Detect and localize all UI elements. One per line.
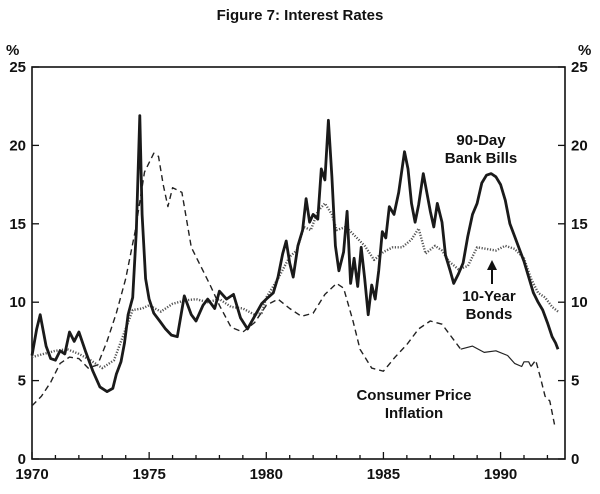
series-line-0 [30, 114, 560, 393]
axis-ticks: 0 0 5 5 10 10 15 15 20 20 25 25 1970 1975 1980 1985 1990 [9, 59, 587, 483]
series-line-3 [460, 345, 532, 368]
bonds-arrow [487, 260, 497, 284]
y-tick-label-left-5: 5 [18, 373, 26, 390]
bonds-label-line-1: 10-Year [462, 288, 516, 305]
x-tick-label-1975: 1975 [132, 466, 165, 483]
bank-bills-label-line-1: 90-Day [456, 132, 506, 149]
y-tick-label-right-0: 0 [571, 451, 579, 468]
series-line-1 [31, 202, 559, 370]
bonds-arrow-head [487, 260, 497, 270]
y-tick-label-right-5: 5 [571, 373, 579, 390]
cpi-label: Consumer Price Inflation [356, 387, 471, 422]
y-tick-label-left-0: 0 [18, 451, 26, 468]
series-line-2 [31, 152, 462, 407]
y-axis-unit-right: % [578, 42, 591, 59]
y-tick-label-right-15: 15 [571, 216, 588, 233]
y-tick-label-right-25: 25 [571, 59, 588, 76]
series-line-4 [530, 359, 556, 425]
chart-title: Figure 7: Interest Rates [217, 7, 384, 24]
bonds-label: 10-Year Bonds [462, 288, 516, 323]
plot-frame [31, 66, 566, 460]
x-tick-label-1980: 1980 [250, 466, 283, 483]
cpi-label-line-2: Inflation [385, 405, 443, 422]
cpi-label-line-1: Consumer Price [356, 387, 471, 404]
x-tick-label-1985: 1985 [367, 466, 400, 483]
y-tick-label-left-15: 15 [9, 216, 26, 233]
bank-bills-label: 90-Day Bank Bills [445, 132, 518, 167]
x-tick-label-1970: 1970 [15, 466, 48, 483]
y-tick-label-left-20: 20 [9, 137, 26, 154]
y-axis-unit-left: % [6, 42, 19, 59]
y-tick-label-left-10: 10 [9, 294, 26, 311]
y-tick-label-right-10: 10 [571, 294, 588, 311]
x-tick-label-1990: 1990 [484, 466, 517, 483]
bank-bills-label-line-2: Bank Bills [445, 150, 518, 167]
series-lines [30, 114, 560, 425]
bonds-label-line-2: Bonds [466, 306, 513, 323]
y-tick-label-right-20: 20 [571, 137, 588, 154]
y-tick-label-left-25: 25 [9, 59, 26, 76]
